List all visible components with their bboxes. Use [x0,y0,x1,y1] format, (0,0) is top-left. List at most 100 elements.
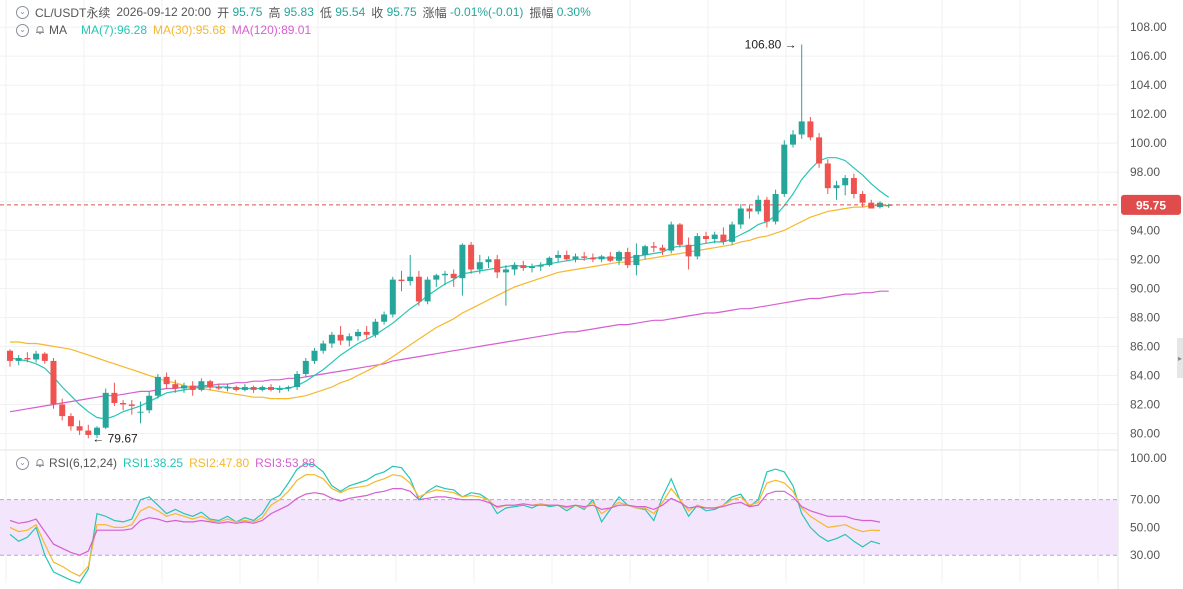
rsi-tick-label: 100.00 [1130,451,1167,465]
candle-body [668,224,675,251]
candle-body [172,384,179,389]
candle-body [163,376,170,385]
last-price-tag-label: 95.75 [1136,198,1166,212]
symbol-label: CL/USDT永续 [35,5,111,20]
price-tick-label: 102.00 [1130,107,1167,121]
open-label: 开 [217,5,230,20]
price-tick-label: 84.00 [1130,368,1160,382]
candle-body [102,392,109,428]
price-tick-label: 98.00 [1130,165,1160,179]
rsi-rsi2-line [9,474,881,577]
candle-body [320,343,327,351]
candle-body [589,257,596,260]
change-label: 涨幅 [422,5,447,20]
high-value: 95.83 [283,5,314,19]
price-tick-label: 94.00 [1130,223,1160,237]
candle-body [33,353,40,360]
rsi1-value: RSI1:38.25 [123,456,184,470]
collapse-chevron-icon[interactable]: ⌄ [16,23,29,37]
candle-body [128,404,135,406]
change-value: -0.01%(-0.01) [450,5,524,19]
high-price-label: 106.80 → [745,37,797,51]
rsi-lines [9,462,881,584]
candle-body [694,236,701,257]
candle-body [624,252,631,266]
candle-body [572,256,579,260]
candle-body [798,121,805,135]
candle-body [41,353,48,361]
candle-body [285,387,292,389]
alarm-bell-icon[interactable] [35,25,45,35]
ma30-line [10,205,889,400]
candle-body [729,224,736,242]
candle-body [233,387,240,390]
candle-body [111,392,118,404]
candle-body [868,202,875,209]
rsi-rsi3-line [9,488,881,556]
expand-panel-chevron-icon[interactable]: ▸ [1177,338,1183,378]
amp-label: 振幅 [529,5,554,20]
candle-body [711,234,718,239]
candle-body [877,202,883,208]
last-price-line: 95.75 [0,194,1181,215]
candle-body [485,259,492,263]
rsi3-value: RSI3:53.88 [255,456,316,470]
candle-body [50,360,57,405]
candle-body [520,265,527,269]
open-value: 95.75 [232,5,263,19]
candle-body [328,334,335,344]
collapse-chevron-icon[interactable]: ⌄ [16,5,29,19]
ma-name: MA [49,23,67,37]
candle-body [181,385,187,389]
collapse-chevron-icon[interactable]: ⌄ [16,456,29,470]
candle-body [302,360,309,374]
candle-body [259,387,266,390]
ma7-value: MA(7):96.28 [81,23,148,37]
candle-body [59,404,66,417]
candle-body [76,426,83,431]
candle-body [215,387,222,389]
candle-body [563,254,570,260]
candle-body [703,236,709,239]
candle-body [555,254,562,258]
price-tick-label: 86.00 [1130,339,1160,353]
alarm-bell-icon[interactable] [35,458,45,468]
candle-body [737,208,744,225]
candle-body [720,234,727,242]
rsi-tick-label: 30.00 [1130,548,1160,562]
candle-body [7,350,13,361]
amp-value: 0.30% [556,5,591,19]
candle-body [763,199,770,222]
rsi-tick-label: 70.00 [1130,493,1160,507]
candle-body [633,254,640,266]
ma120-line [9,290,889,413]
candle-body [616,252,622,261]
candle-body [355,331,361,337]
rsi-name: RSI(6,12,24) [49,456,118,470]
candle-body [546,257,553,266]
rsi-rsi1-line [9,462,881,584]
candle-body [676,224,683,245]
price-tick-label: 106.00 [1130,49,1167,63]
price-tick-label: 82.00 [1130,397,1160,411]
candle-body [781,144,788,194]
candle-body [650,246,657,248]
candle-body [450,273,457,279]
candle-body [468,244,475,270]
price-axis: 108.00 106.00 104.00 102.00 100.00 98.00 94.00… [1130,20,1167,562]
candle-body [659,247,666,251]
rsi-band [0,499,1118,556]
candle-body [859,193,866,203]
candle-body [833,185,840,189]
candle-body [241,387,248,390]
price-tick-label: 90.00 [1130,281,1160,295]
annotations: 106.80 → ← 79.67 [92,37,796,445]
candle-body [363,331,370,335]
candle-body [24,358,31,360]
close-label: 收 [371,5,384,20]
candle-body [346,336,353,341]
price-tick-label: 100.00 [1130,136,1167,150]
candle-body [415,276,422,302]
ma120-value: MA(120):89.01 [231,23,312,37]
